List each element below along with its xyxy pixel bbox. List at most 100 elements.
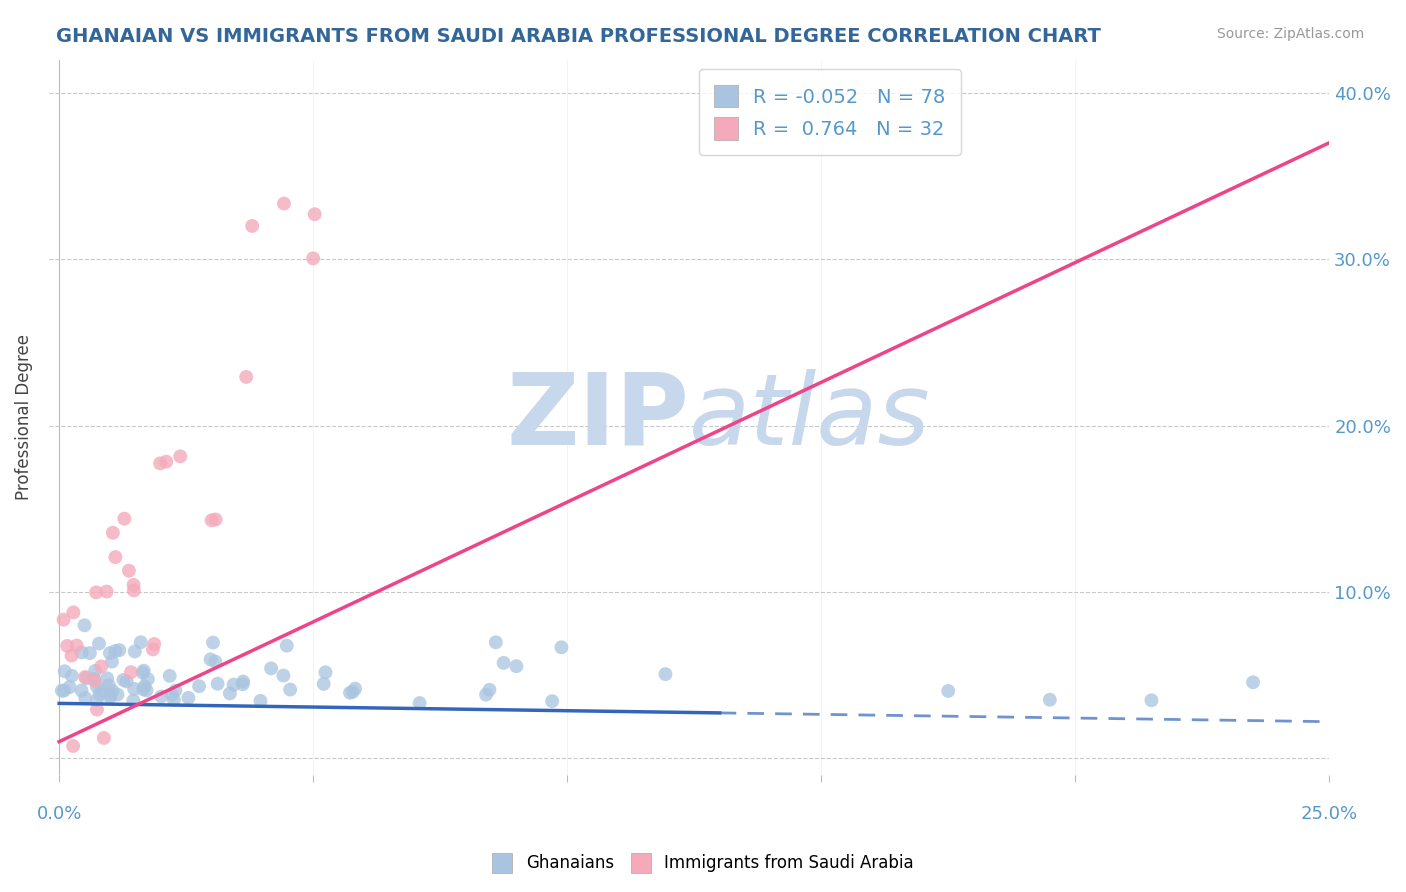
Point bbox=[177, 690, 200, 705]
Point bbox=[56, 639, 79, 653]
Point bbox=[1039, 693, 1062, 707]
Point bbox=[201, 635, 224, 649]
Point bbox=[132, 664, 155, 678]
Point bbox=[122, 578, 145, 592]
Point bbox=[52, 613, 75, 627]
Point bbox=[131, 665, 153, 680]
Point bbox=[204, 512, 226, 526]
Point bbox=[122, 583, 145, 598]
Point bbox=[492, 656, 515, 670]
Point bbox=[260, 661, 283, 675]
Point bbox=[51, 683, 73, 698]
Point bbox=[160, 688, 183, 702]
Point bbox=[104, 550, 127, 565]
Legend: R = -0.052   N = 78, R =  0.764   N = 32: R = -0.052 N = 78, R = 0.764 N = 32 bbox=[699, 70, 962, 155]
Point bbox=[936, 684, 959, 698]
Point bbox=[485, 635, 508, 649]
Point bbox=[155, 455, 177, 469]
Point bbox=[541, 694, 564, 708]
Point bbox=[339, 686, 361, 700]
Point bbox=[101, 655, 124, 669]
Point bbox=[314, 665, 336, 680]
Point bbox=[188, 679, 211, 693]
Point bbox=[136, 672, 159, 686]
Point bbox=[70, 683, 93, 698]
Point bbox=[204, 655, 226, 669]
Point bbox=[53, 665, 76, 679]
Point bbox=[90, 659, 112, 673]
Point bbox=[62, 606, 84, 620]
Point bbox=[550, 640, 572, 655]
Point bbox=[302, 252, 325, 266]
Point bbox=[132, 682, 155, 697]
Point bbox=[505, 659, 527, 673]
Point bbox=[75, 690, 97, 705]
Point bbox=[96, 671, 118, 685]
Point bbox=[207, 676, 229, 690]
Point bbox=[86, 693, 108, 707]
Point bbox=[201, 513, 224, 527]
Text: 0.0%: 0.0% bbox=[37, 805, 82, 823]
Point bbox=[163, 693, 186, 707]
Point bbox=[135, 683, 157, 698]
Point bbox=[66, 639, 89, 653]
Point bbox=[1140, 693, 1163, 707]
Point bbox=[129, 635, 152, 649]
Point bbox=[159, 669, 181, 683]
Point bbox=[273, 668, 295, 682]
Point bbox=[53, 683, 76, 698]
Point bbox=[96, 584, 118, 599]
Point bbox=[143, 637, 166, 651]
Point bbox=[75, 671, 97, 685]
Point bbox=[101, 684, 124, 698]
Point bbox=[83, 673, 105, 688]
Point bbox=[112, 673, 135, 687]
Point bbox=[120, 665, 142, 680]
Point bbox=[101, 525, 124, 540]
Y-axis label: Professional Degree: Professional Degree bbox=[15, 334, 32, 500]
Point bbox=[169, 450, 191, 464]
Point bbox=[344, 681, 367, 696]
Point bbox=[86, 702, 108, 716]
Point bbox=[83, 672, 105, 686]
Point bbox=[73, 618, 96, 632]
Point bbox=[122, 681, 145, 696]
Point bbox=[249, 694, 271, 708]
Point bbox=[98, 690, 121, 705]
Point bbox=[276, 639, 298, 653]
Point bbox=[478, 682, 501, 697]
Text: 25.0%: 25.0% bbox=[1301, 805, 1358, 823]
Point bbox=[115, 674, 138, 689]
Point bbox=[60, 648, 83, 663]
Point bbox=[107, 688, 129, 702]
Point bbox=[475, 688, 498, 702]
Point bbox=[219, 686, 242, 700]
Point bbox=[240, 219, 263, 233]
Point bbox=[304, 207, 326, 221]
Point bbox=[654, 667, 676, 681]
Point bbox=[86, 680, 108, 694]
Point bbox=[278, 682, 301, 697]
Point bbox=[60, 669, 83, 683]
Point bbox=[273, 196, 295, 211]
Point bbox=[90, 683, 112, 698]
Point bbox=[93, 731, 115, 745]
Point bbox=[232, 677, 254, 691]
Point bbox=[235, 370, 257, 384]
Point bbox=[150, 690, 173, 704]
Point bbox=[70, 645, 93, 659]
Point bbox=[98, 688, 121, 702]
Point bbox=[84, 664, 107, 678]
Point bbox=[112, 511, 135, 525]
Point bbox=[62, 739, 84, 753]
Point bbox=[134, 679, 156, 693]
Point bbox=[84, 585, 107, 599]
Point bbox=[408, 696, 430, 710]
Point bbox=[58, 680, 80, 694]
Point bbox=[122, 693, 145, 707]
Point bbox=[312, 677, 335, 691]
Point bbox=[79, 646, 101, 660]
Point bbox=[342, 685, 364, 699]
Point bbox=[165, 683, 187, 698]
Point bbox=[108, 643, 131, 657]
